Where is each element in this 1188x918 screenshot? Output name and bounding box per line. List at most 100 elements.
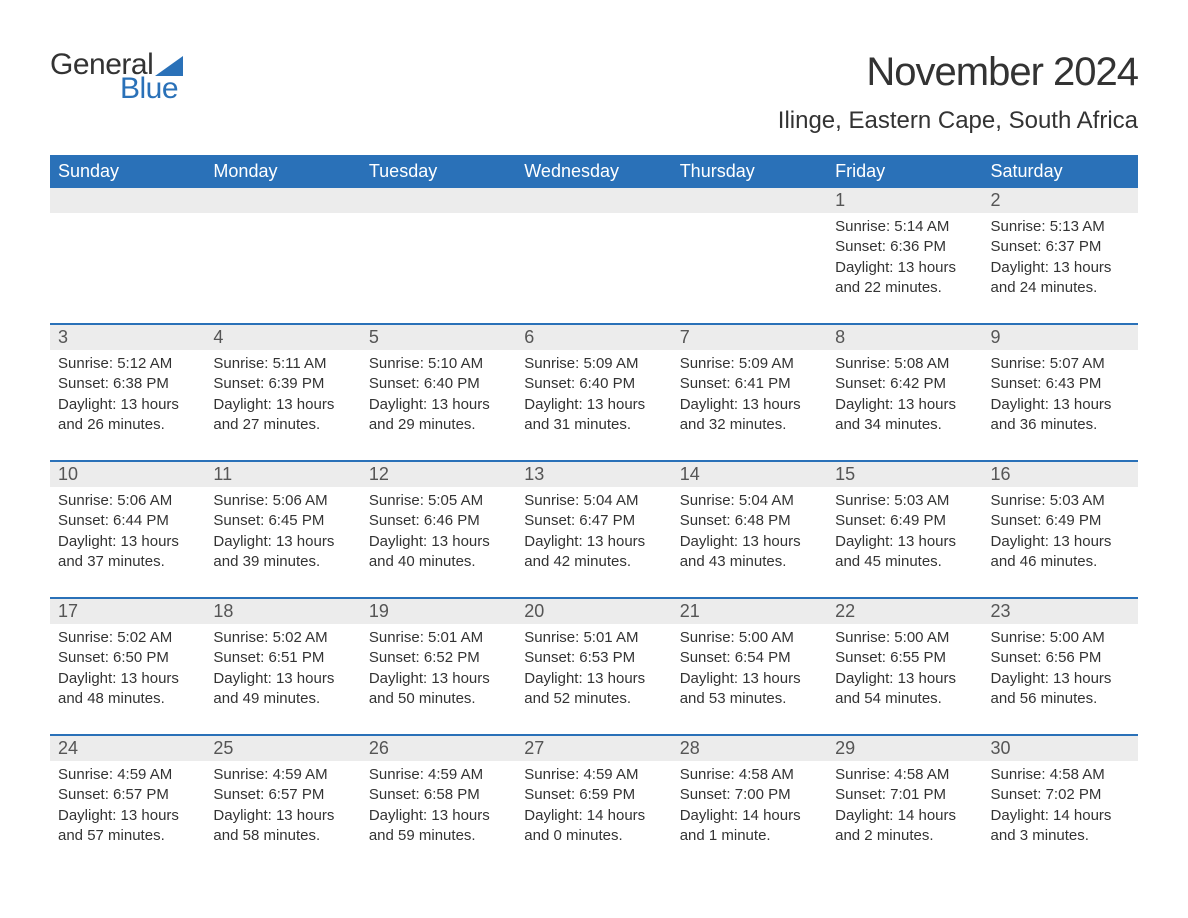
sunrise-text: Sunrise: 5:06 AM xyxy=(213,491,352,511)
daylight-text: Daylight: 13 hours and 52 minutes. xyxy=(524,669,663,710)
day-number: 1 xyxy=(827,188,982,213)
day-number: 29 xyxy=(827,736,982,761)
day-header: Monday xyxy=(205,155,360,188)
daylight-text: Daylight: 13 hours and 31 minutes. xyxy=(524,395,663,436)
day-number: 17 xyxy=(50,599,205,624)
week-row: 24Sunrise: 4:59 AMSunset: 6:57 PMDayligh… xyxy=(50,736,1138,872)
daylight-text: Daylight: 13 hours and 42 minutes. xyxy=(524,532,663,573)
day-number: 13 xyxy=(516,462,671,487)
day-cell: 7Sunrise: 5:09 AMSunset: 6:41 PMDaylight… xyxy=(672,325,827,461)
sunset-text: Sunset: 6:49 PM xyxy=(835,511,974,531)
day-cell: 17Sunrise: 5:02 AMSunset: 6:50 PMDayligh… xyxy=(50,599,205,735)
day-number: 18 xyxy=(205,599,360,624)
day-number xyxy=(672,188,827,213)
sunrise-text: Sunrise: 5:09 AM xyxy=(524,354,663,374)
day-cell: 25Sunrise: 4:59 AMSunset: 6:57 PMDayligh… xyxy=(205,736,360,872)
day-cell xyxy=(361,188,516,324)
calendar-table: Sunday Monday Tuesday Wednesday Thursday… xyxy=(50,155,1138,872)
day-cell: 5Sunrise: 5:10 AMSunset: 6:40 PMDaylight… xyxy=(361,325,516,461)
sunset-text: Sunset: 6:50 PM xyxy=(58,648,197,668)
day-cell: 16Sunrise: 5:03 AMSunset: 6:49 PMDayligh… xyxy=(983,462,1138,598)
sunset-text: Sunset: 6:53 PM xyxy=(524,648,663,668)
daylight-text: Daylight: 14 hours and 3 minutes. xyxy=(991,806,1130,847)
sunset-text: Sunset: 7:01 PM xyxy=(835,785,974,805)
daylight-text: Daylight: 13 hours and 46 minutes. xyxy=(991,532,1130,573)
daylight-text: Daylight: 13 hours and 53 minutes. xyxy=(680,669,819,710)
day-cell: 19Sunrise: 5:01 AMSunset: 6:52 PMDayligh… xyxy=(361,599,516,735)
sunrise-text: Sunrise: 5:13 AM xyxy=(991,217,1130,237)
sunset-text: Sunset: 6:57 PM xyxy=(213,785,352,805)
day-number xyxy=(361,188,516,213)
day-number: 14 xyxy=(672,462,827,487)
day-header: Saturday xyxy=(983,155,1138,188)
sunset-text: Sunset: 6:40 PM xyxy=(524,374,663,394)
day-number xyxy=(205,188,360,213)
daylight-text: Daylight: 13 hours and 22 minutes. xyxy=(835,258,974,299)
sunset-text: Sunset: 6:59 PM xyxy=(524,785,663,805)
sunset-text: Sunset: 6:41 PM xyxy=(680,374,819,394)
day-data: Sunrise: 5:10 AMSunset: 6:40 PMDaylight:… xyxy=(361,350,516,443)
day-data: Sunrise: 5:00 AMSunset: 6:56 PMDaylight:… xyxy=(983,624,1138,717)
daylight-text: Daylight: 13 hours and 56 minutes. xyxy=(991,669,1130,710)
day-data: Sunrise: 5:11 AMSunset: 6:39 PMDaylight:… xyxy=(205,350,360,443)
sunset-text: Sunset: 7:02 PM xyxy=(991,785,1130,805)
day-data: Sunrise: 5:02 AMSunset: 6:50 PMDaylight:… xyxy=(50,624,205,717)
day-number: 28 xyxy=(672,736,827,761)
day-number: 25 xyxy=(205,736,360,761)
day-data: Sunrise: 4:59 AMSunset: 6:57 PMDaylight:… xyxy=(205,761,360,854)
day-number: 4 xyxy=(205,325,360,350)
day-data: Sunrise: 5:09 AMSunset: 6:40 PMDaylight:… xyxy=(516,350,671,443)
day-data: Sunrise: 5:02 AMSunset: 6:51 PMDaylight:… xyxy=(205,624,360,717)
sunrise-text: Sunrise: 5:09 AM xyxy=(680,354,819,374)
day-number: 11 xyxy=(205,462,360,487)
day-number: 19 xyxy=(361,599,516,624)
day-number: 7 xyxy=(672,325,827,350)
sunset-text: Sunset: 6:58 PM xyxy=(369,785,508,805)
sunrise-text: Sunrise: 4:58 AM xyxy=(835,765,974,785)
daylight-text: Daylight: 13 hours and 26 minutes. xyxy=(58,395,197,436)
day-number: 22 xyxy=(827,599,982,624)
day-data: Sunrise: 5:00 AMSunset: 6:55 PMDaylight:… xyxy=(827,624,982,717)
day-cell: 9Sunrise: 5:07 AMSunset: 6:43 PMDaylight… xyxy=(983,325,1138,461)
daylight-text: Daylight: 13 hours and 54 minutes. xyxy=(835,669,974,710)
sunrise-text: Sunrise: 5:02 AM xyxy=(213,628,352,648)
daylight-text: Daylight: 13 hours and 27 minutes. xyxy=(213,395,352,436)
day-data: Sunrise: 5:08 AMSunset: 6:42 PMDaylight:… xyxy=(827,350,982,443)
day-data: Sunrise: 5:05 AMSunset: 6:46 PMDaylight:… xyxy=(361,487,516,580)
day-data: Sunrise: 5:03 AMSunset: 6:49 PMDaylight:… xyxy=(827,487,982,580)
day-data: Sunrise: 4:58 AMSunset: 7:01 PMDaylight:… xyxy=(827,761,982,854)
day-cell: 12Sunrise: 5:05 AMSunset: 6:46 PMDayligh… xyxy=(361,462,516,598)
daylight-text: Daylight: 14 hours and 2 minutes. xyxy=(835,806,974,847)
sunrise-text: Sunrise: 5:06 AM xyxy=(58,491,197,511)
day-number: 26 xyxy=(361,736,516,761)
sunrise-text: Sunrise: 5:10 AM xyxy=(369,354,508,374)
sunrise-text: Sunrise: 5:04 AM xyxy=(524,491,663,511)
sunrise-text: Sunrise: 5:00 AM xyxy=(680,628,819,648)
sunrise-text: Sunrise: 5:03 AM xyxy=(991,491,1130,511)
day-number xyxy=(516,188,671,213)
sunrise-text: Sunrise: 5:02 AM xyxy=(58,628,197,648)
day-number: 21 xyxy=(672,599,827,624)
day-cell xyxy=(672,188,827,324)
day-cell: 11Sunrise: 5:06 AMSunset: 6:45 PMDayligh… xyxy=(205,462,360,598)
month-title: November 2024 xyxy=(778,50,1138,95)
day-cell xyxy=(205,188,360,324)
day-cell: 2Sunrise: 5:13 AMSunset: 6:37 PMDaylight… xyxy=(983,188,1138,324)
day-number: 5 xyxy=(361,325,516,350)
logo: General Blue xyxy=(50,50,183,104)
sunset-text: Sunset: 6:57 PM xyxy=(58,785,197,805)
title-block: November 2024 Ilinge, Eastern Cape, Sout… xyxy=(778,50,1138,147)
day-header: Sunday xyxy=(50,155,205,188)
day-cell: 24Sunrise: 4:59 AMSunset: 6:57 PMDayligh… xyxy=(50,736,205,872)
daylight-text: Daylight: 13 hours and 37 minutes. xyxy=(58,532,197,573)
day-data: Sunrise: 5:01 AMSunset: 6:52 PMDaylight:… xyxy=(361,624,516,717)
day-data: Sunrise: 5:01 AMSunset: 6:53 PMDaylight:… xyxy=(516,624,671,717)
sunrise-text: Sunrise: 5:14 AM xyxy=(835,217,974,237)
day-number: 15 xyxy=(827,462,982,487)
sunrise-text: Sunrise: 4:58 AM xyxy=(680,765,819,785)
sunrise-text: Sunrise: 5:00 AM xyxy=(835,628,974,648)
sunset-text: Sunset: 6:39 PM xyxy=(213,374,352,394)
day-data: Sunrise: 4:58 AMSunset: 7:02 PMDaylight:… xyxy=(983,761,1138,854)
week-row: 10Sunrise: 5:06 AMSunset: 6:44 PMDayligh… xyxy=(50,462,1138,598)
sunrise-text: Sunrise: 5:05 AM xyxy=(369,491,508,511)
